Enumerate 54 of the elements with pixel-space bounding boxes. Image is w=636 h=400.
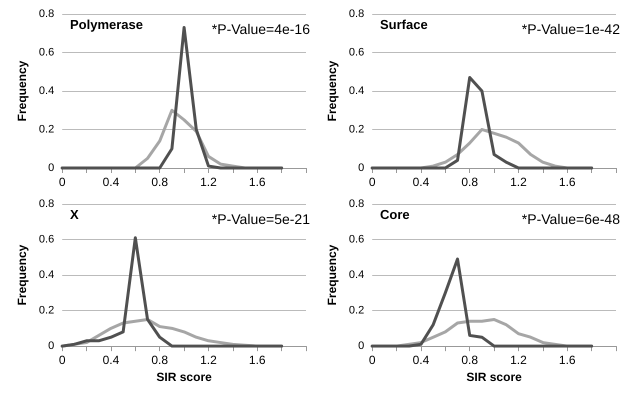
y-tick-label: 0.2 xyxy=(348,124,364,136)
annotation: *P-Value=1e-42 xyxy=(522,21,620,37)
chart-title: Polymerase xyxy=(70,17,143,32)
y-axis-title: Frequency xyxy=(15,244,29,306)
y-axis-title: Frequency xyxy=(325,60,339,122)
y-axis-title: Frequency xyxy=(325,244,339,306)
y-tick-label: 0.8 xyxy=(348,8,364,20)
y-tick-label: 0.4 xyxy=(38,269,54,282)
y-tick-label: 0.6 xyxy=(348,46,364,58)
x-tick-label: 0.4 xyxy=(102,353,120,368)
x-tick-label: 1.6 xyxy=(248,353,266,368)
x-tick-label: 0.4 xyxy=(412,175,430,189)
y-axis-title: Frequency xyxy=(15,60,29,122)
x-tick-label: 1.2 xyxy=(510,353,528,368)
y-tick-label: 0.2 xyxy=(38,304,54,317)
y-tick-label: 0.6 xyxy=(38,46,54,58)
y-tick-label: 0.4 xyxy=(38,85,54,97)
x-tick-label: 1.2 xyxy=(200,175,218,189)
annotation: *P-Value=6e-48 xyxy=(522,211,620,227)
y-tick-label: 0.6 xyxy=(348,234,364,246)
y-tick-label: 0.4 xyxy=(348,269,364,282)
x-tick-label: 1.2 xyxy=(510,175,528,189)
y-tick-label: 0.8 xyxy=(38,8,54,20)
x-axis-title: SIR score xyxy=(156,370,212,384)
y-tick-label: 0.2 xyxy=(38,124,54,136)
annotation: *P-Value=4e-16 xyxy=(212,21,310,37)
y-tick-label: 0.8 xyxy=(38,198,54,210)
annotation: *P-Value=5e-21 xyxy=(212,211,310,227)
x-tick-label: 0.8 xyxy=(461,175,478,189)
x-tick-label: 1.6 xyxy=(558,175,576,189)
x-tick-label: 0 xyxy=(368,175,376,189)
y-tick-label: 0.2 xyxy=(348,304,364,317)
x-tick-label: 0.8 xyxy=(151,353,168,368)
x-tick-label: 0.4 xyxy=(412,353,430,368)
chart-title: Surface xyxy=(380,17,428,32)
y-tick-label: 0 xyxy=(358,340,364,352)
y-tick-label: 0 xyxy=(358,162,364,174)
y-tick-label: 0 xyxy=(48,162,54,174)
x-tick-label: 0 xyxy=(368,353,376,368)
x-tick-label: 1.2 xyxy=(200,353,218,368)
y-tick-label: 0.8 xyxy=(348,198,364,210)
x-axis-title: SIR score xyxy=(466,370,522,384)
x-tick-label: 0.8 xyxy=(461,353,478,368)
y-tick-label: 0 xyxy=(48,340,54,352)
x-tick-label: 0.8 xyxy=(151,175,168,189)
chart-title: Core xyxy=(380,207,410,222)
y-tick-label: 0.4 xyxy=(348,85,364,97)
y-tick-label: 0.6 xyxy=(38,234,54,246)
x-tick-label: 0 xyxy=(58,353,66,368)
x-tick-label: 1.6 xyxy=(248,175,266,189)
x-tick-label: 0.4 xyxy=(102,175,120,189)
chart-title: X xyxy=(70,207,79,222)
x-tick-label: 0 xyxy=(58,175,66,189)
x-tick-label: 1.6 xyxy=(558,353,576,368)
